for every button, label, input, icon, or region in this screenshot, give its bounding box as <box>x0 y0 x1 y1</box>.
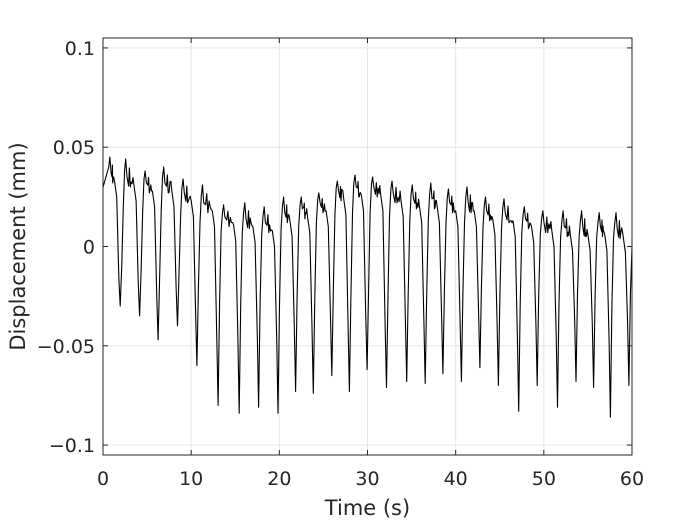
tick-marks <box>102 38 633 455</box>
y-tick-label: −0.05 <box>37 336 95 358</box>
x-tick-label: 40 <box>444 468 468 490</box>
displacement-series-line <box>102 156 633 418</box>
y-tick-label: 0.05 <box>53 137 95 159</box>
x-tick-label: 20 <box>267 468 291 490</box>
x-tick-label: 10 <box>179 468 203 490</box>
y-axis-label: Displacement (mm) <box>6 142 30 350</box>
plot-area <box>102 156 633 418</box>
tick-labels: 0 10 20 30 40 50 60 −0.1 −0.05 0 0.05 0.1 <box>37 38 644 490</box>
x-tick-label: 0 <box>97 468 109 490</box>
y-tick-label: 0.1 <box>65 38 95 60</box>
x-tick-label: 60 <box>620 468 644 490</box>
grid-lines <box>102 38 633 455</box>
y-tick-label: 0 <box>83 237 95 259</box>
x-tick-label: 30 <box>355 468 379 490</box>
x-axis-label: Time (s) <box>324 496 410 520</box>
y-tick-label: −0.1 <box>49 435 95 457</box>
x-tick-label: 50 <box>532 468 556 490</box>
